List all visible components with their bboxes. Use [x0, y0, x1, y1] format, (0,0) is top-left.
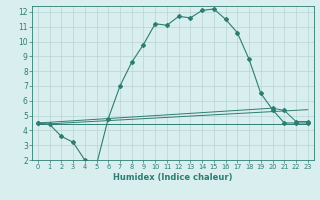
X-axis label: Humidex (Indice chaleur): Humidex (Indice chaleur) [113, 173, 233, 182]
